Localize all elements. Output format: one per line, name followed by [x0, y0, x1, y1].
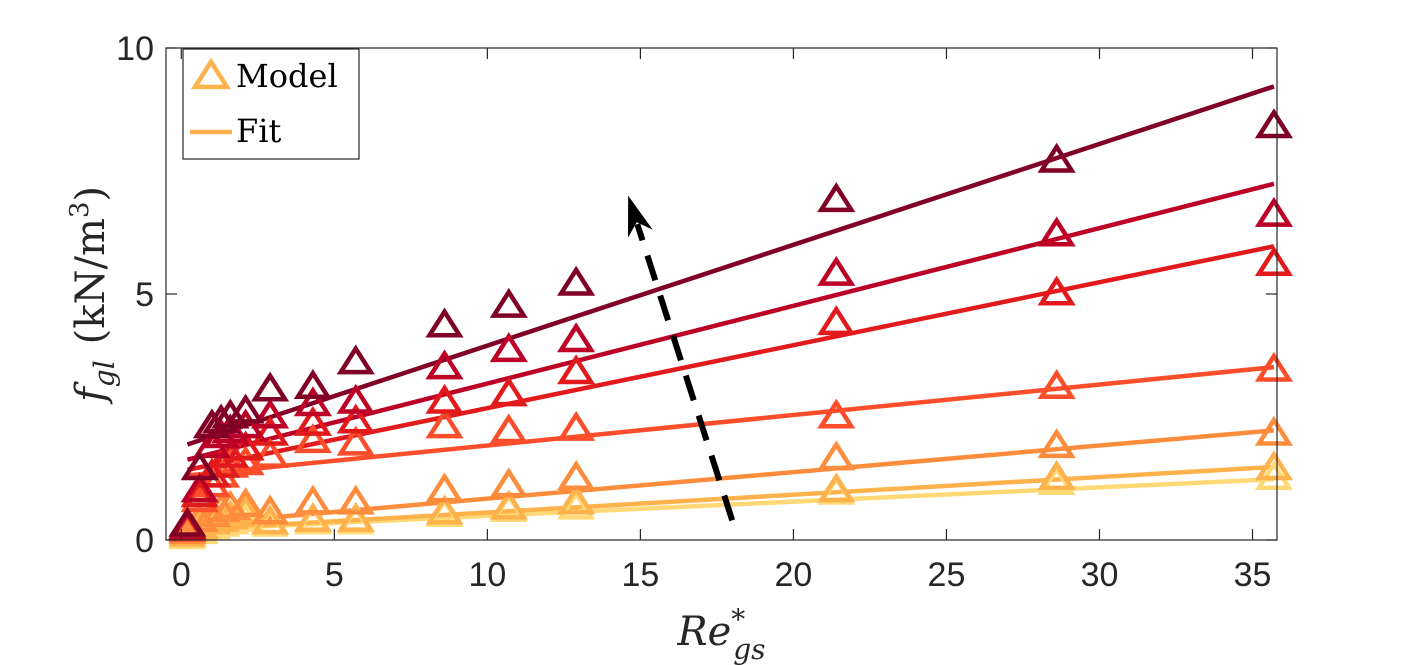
model-marker: [336, 501, 375, 532]
x-tick-label: 25: [928, 556, 966, 594]
x-tick-label: 20: [775, 556, 813, 594]
model-marker: [489, 287, 528, 318]
model-marker: [817, 440, 856, 471]
y-axis-label: fgl(kN/m3): [65, 186, 121, 405]
model-marker: [1037, 464, 1076, 495]
fit-line-2: [187, 464, 1275, 533]
model-marker: [557, 265, 596, 296]
model-marker: [557, 489, 596, 520]
model-marker: [1254, 415, 1294, 446]
model-marker: [226, 494, 265, 525]
model-marker: [293, 484, 333, 515]
model-marker: [425, 472, 464, 503]
model-marker: [250, 415, 290, 446]
model-marker: [557, 410, 596, 441]
model-marker: [425, 383, 464, 414]
model-marker: [168, 506, 207, 537]
x-tick-label: 5: [325, 556, 344, 594]
model-marker: [293, 405, 333, 436]
annotation-layer: [627, 195, 736, 522]
x-axis-label: Re* gs: [676, 603, 765, 665]
model-marker: [1037, 275, 1076, 306]
model-marker: [817, 472, 856, 503]
legend: Model Fit: [182, 48, 360, 160]
model-marker: [226, 393, 265, 424]
model-marker: [489, 332, 528, 363]
model-marker: [293, 423, 333, 454]
model-marker: [425, 307, 464, 338]
model-marker: [489, 376, 528, 407]
y-tick-label: 0: [135, 522, 154, 560]
model-marker: [425, 408, 464, 439]
model-marker: [557, 354, 596, 385]
model-marker: [1037, 216, 1076, 247]
model-marker: [425, 494, 464, 525]
model-marker: [1037, 460, 1076, 491]
model-marker: [226, 487, 265, 518]
model-marker: [557, 460, 596, 491]
x-tick-label: 30: [1081, 556, 1119, 594]
fit-line-4: [187, 364, 1275, 478]
model-marker: [557, 484, 596, 515]
model-marker: [293, 501, 333, 532]
model-series-7: [168, 108, 1294, 537]
y-tick-label: 5: [135, 276, 154, 314]
model-marker: [336, 383, 375, 414]
model-marker: [557, 322, 596, 353]
model-marker: [1037, 428, 1076, 459]
model-marker: [180, 477, 219, 508]
model-marker: [817, 182, 856, 213]
model-marker: [489, 467, 528, 498]
model-marker: [1254, 351, 1294, 382]
model-marker: [201, 403, 241, 434]
y-tick-label: 10: [116, 30, 154, 68]
model-marker: [180, 472, 219, 503]
model-marker: [226, 445, 265, 476]
axes: 0 5 10 15 20 25 30 35 0 5 10: [116, 30, 1278, 594]
model-marker: [211, 398, 250, 429]
model-marker: [293, 386, 333, 417]
model-marker: [1254, 108, 1294, 139]
legend-label-model: Model: [236, 57, 338, 95]
model-marker: [1254, 450, 1294, 481]
model-marker: [336, 484, 375, 515]
model-marker: [336, 425, 375, 456]
x-tick-label: 0: [172, 556, 191, 594]
model-marker: [817, 255, 856, 286]
model-markers: [168, 108, 1294, 550]
model-marker: [1254, 196, 1294, 227]
model-series-6: [168, 196, 1294, 540]
model-marker: [180, 450, 219, 481]
model-marker: [817, 305, 856, 336]
model-marker: [1037, 142, 1076, 173]
x-tick-label: 10: [468, 556, 506, 594]
model-marker: [336, 344, 375, 375]
model-marker: [425, 349, 464, 380]
model-marker: [250, 371, 290, 402]
model-marker: [293, 369, 333, 400]
model-marker: [336, 403, 375, 434]
model-marker: [250, 437, 290, 468]
model-marker: [489, 489, 528, 520]
x-tick-label: 35: [1234, 556, 1272, 594]
model-marker: [250, 398, 290, 429]
legend-marker-model: [190, 57, 232, 90]
model-marker: [1254, 246, 1294, 277]
axis-labels: Re* gs fgl(kN/m3): [65, 186, 766, 665]
model-marker: [1037, 369, 1076, 400]
arrow-head: [627, 195, 653, 238]
x-tick-label: 15: [621, 556, 659, 594]
model-marker: [250, 494, 290, 525]
model-marker: [489, 413, 528, 444]
legend-label-fit: Fit: [236, 112, 281, 150]
model-marker: [817, 398, 856, 429]
fit-line-7: [186, 84, 1275, 447]
arrow-shaft: [634, 223, 736, 522]
